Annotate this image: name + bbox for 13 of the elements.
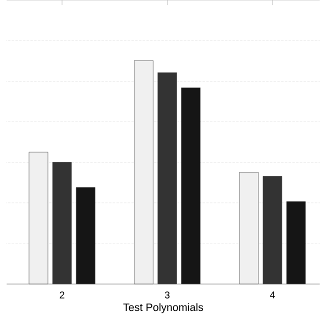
x-tick-label: 2	[60, 291, 64, 298]
x-axis-title: Test Polynomials	[123, 302, 204, 313]
x-tick-label: 4	[270, 291, 275, 298]
bar	[28, 152, 48, 284]
bar	[134, 60, 154, 284]
bar	[181, 87, 200, 284]
bar	[52, 162, 72, 284]
bar	[158, 72, 177, 284]
bar	[262, 176, 282, 284]
bar	[286, 201, 306, 284]
x-tick-label: 3	[164, 291, 170, 298]
bar	[239, 172, 259, 284]
bar	[76, 187, 96, 284]
